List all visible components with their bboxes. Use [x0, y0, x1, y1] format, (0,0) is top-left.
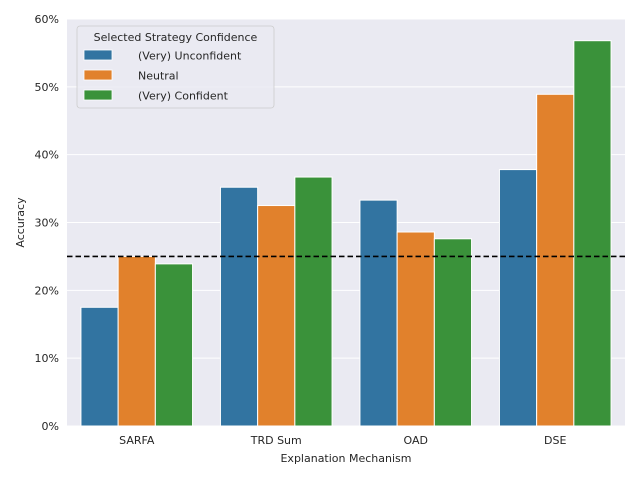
bar — [396, 231, 435, 427]
legend-title: Selected Strategy Confidence — [94, 31, 258, 44]
x-tick-label: OAD — [404, 434, 428, 447]
legend-item-label: (Very) Confident — [138, 90, 229, 103]
x-tick-label: SARFA — [119, 434, 155, 447]
bar — [117, 255, 156, 427]
y-tick-label: 30% — [35, 217, 59, 230]
y-tick-label: 10% — [35, 352, 59, 365]
bar — [433, 238, 473, 427]
legend: Selected Strategy Confidence (Very) Unco… — [76, 25, 275, 109]
legend-item-label: Neutral — [138, 70, 179, 83]
bar — [154, 263, 194, 427]
x-axis-ticks: SARFA TRD Sum OAD DSE — [119, 434, 566, 447]
y-tick-label: 20% — [35, 284, 59, 297]
bar — [294, 176, 333, 427]
legend-item-label: (Very) Unconfident — [138, 50, 242, 63]
y-tick-label: 60% — [35, 13, 59, 26]
legend-swatch — [83, 69, 113, 81]
x-axis-label: Explanation Mechanism — [280, 452, 411, 465]
y-axis-label: Accuracy — [14, 197, 27, 248]
bar — [536, 93, 575, 427]
y-tick-label: 50% — [35, 81, 59, 94]
bar — [498, 169, 538, 427]
bar — [573, 40, 612, 427]
bars — [80, 40, 612, 427]
legend-swatch — [83, 49, 113, 61]
bar — [80, 306, 119, 427]
legend-items: (Very) Unconfident Neutral (Very) Confiden… — [83, 49, 242, 103]
bar — [257, 205, 296, 427]
bar — [359, 199, 398, 427]
legend-box — [76, 25, 275, 109]
x-tick-label: DSE — [544, 434, 566, 447]
y-tick-label: 0% — [42, 420, 59, 433]
y-tick-label: 40% — [35, 149, 59, 162]
bar — [219, 186, 259, 427]
x-tick-label: TRD Sum — [250, 434, 302, 447]
y-axis-ticks: 0% 10% 20% 30% 40% 50% 60% — [35, 13, 59, 433]
legend-swatch — [83, 89, 113, 101]
